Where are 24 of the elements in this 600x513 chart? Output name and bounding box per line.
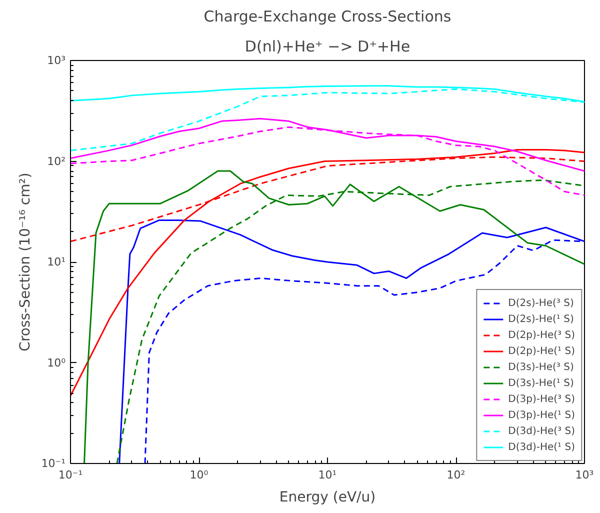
y-axis-title: Cross-Section (10⁻¹⁶ cm²) (17, 172, 34, 352)
y-tick-label: 10¹ (47, 256, 66, 268)
x-tick-label: 10¹ (318, 468, 337, 482)
x-tick-label: 10⁻¹ (58, 468, 83, 482)
y-tick-label: 10⁻¹ (41, 457, 66, 470)
legend-label: D(2p)-He(³ S) (508, 328, 575, 342)
legend-label: D(3s)-He(¹ S) (508, 376, 574, 390)
legend-label: D(2s)-He(¹ S) (508, 312, 574, 326)
legend-label: D(2p)-He(¹ S) (508, 344, 575, 358)
legend-label: D(2s)-He(³ S) (508, 296, 574, 310)
y-tick-label: 10³ (47, 54, 66, 67)
x-tick-label: 10⁰ (190, 468, 209, 482)
chart-subtitle: D(nl)+He⁺ −> D⁺+He (244, 38, 410, 56)
legend-label: D(3p)-He(¹ S) (508, 408, 575, 422)
legend-label: D(3p)-He(³ S) (508, 392, 575, 406)
chart-title: Charge-Exchange Cross-Sections (204, 8, 452, 26)
legend-label: D(3s)-He(³ S) (508, 360, 574, 374)
legend-label: D(3d)-He(¹ S) (508, 440, 575, 454)
x-axis-title: Energy (eV/u) (279, 490, 376, 506)
x-tick-label: 10³ (575, 468, 594, 482)
x-tick-label: 10² (446, 468, 466, 482)
y-tick-label: 10² (47, 154, 66, 168)
y-tick-label: 10⁰ (47, 356, 66, 370)
legend-label: D(3d)-He(³ S) (508, 424, 575, 438)
